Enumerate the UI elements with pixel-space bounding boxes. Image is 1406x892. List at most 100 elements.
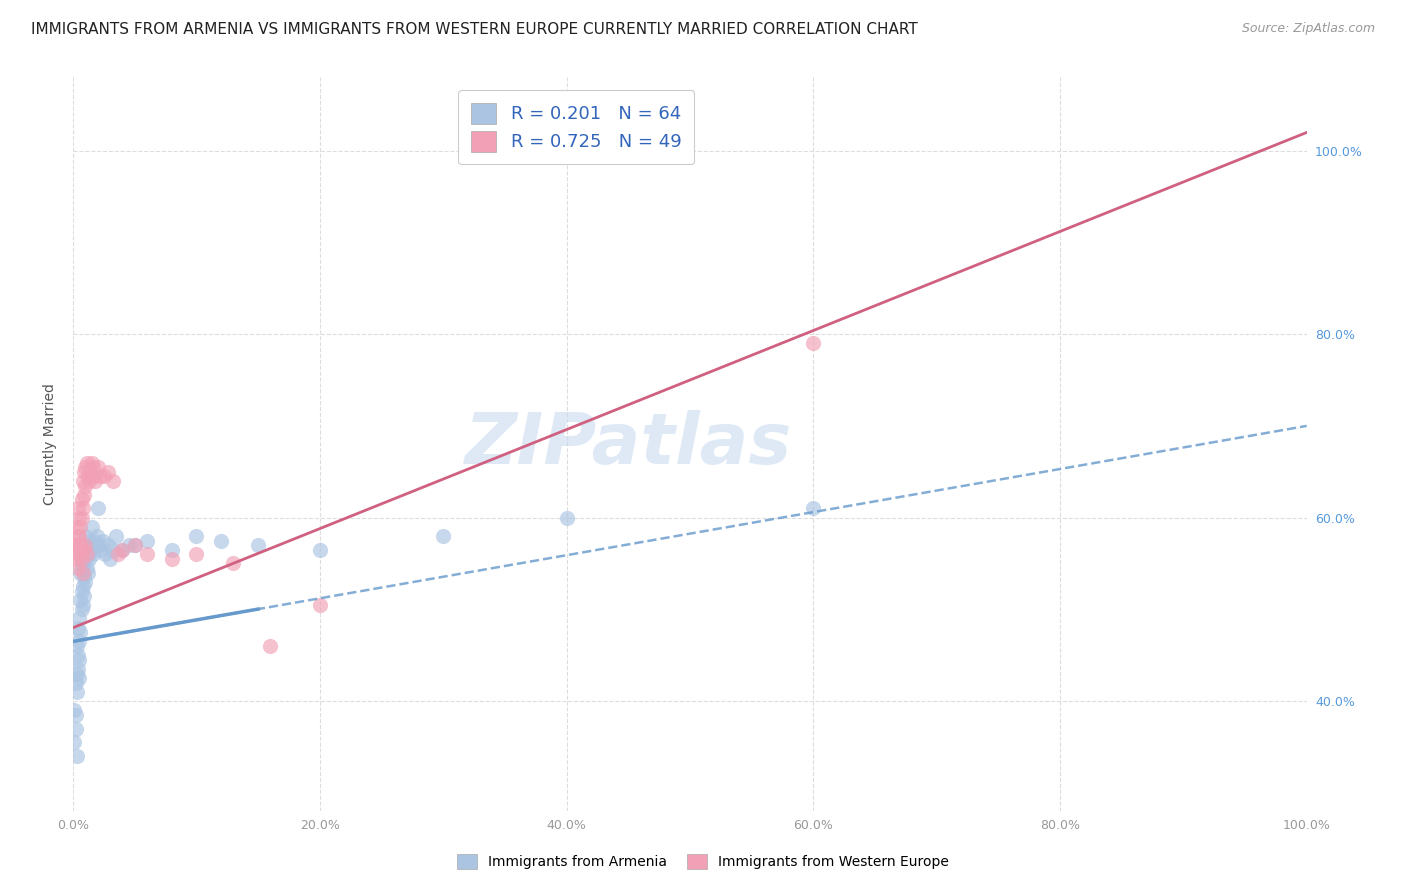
Point [117,538,139,552]
Point [247,538,270,552]
Point [77,547,100,561]
Point [80,538,103,552]
Y-axis label: Currently Married: Currently Married [44,384,58,505]
Point [136,533,159,548]
Point [101,474,124,488]
Point [72,579,94,593]
Point [98,552,121,566]
Point [79,542,101,557]
Point [186,547,208,561]
Point [76,542,98,557]
Point [77,474,100,488]
Point [72,566,94,580]
Text: ZIPatlas: ZIPatlas [464,409,792,479]
Point [86,529,108,543]
Point [93,469,115,483]
Point [209,533,232,548]
Point [97,465,120,479]
Point [111,542,134,557]
Point [259,639,281,653]
Point [308,598,330,612]
Point [87,460,110,475]
Point [67,634,90,648]
Point [67,529,90,543]
Point [65,722,87,736]
Point [186,529,208,543]
Point [66,685,89,699]
Point [101,542,124,557]
Point [67,671,90,685]
Point [801,501,824,516]
Point [80,520,103,534]
Point [69,625,91,640]
Point [66,547,89,561]
Legend: Immigrants from Armenia, Immigrants from Western Europe: Immigrants from Armenia, Immigrants from… [450,847,956,876]
Point [77,469,100,483]
Point [75,478,97,492]
Point [89,469,111,483]
Point [72,474,94,488]
Point [66,552,89,566]
Point [67,611,90,625]
Point [69,538,91,552]
Point [72,598,94,612]
Point [87,501,110,516]
Point [77,566,100,580]
Point [94,547,117,561]
Point [66,648,89,662]
Point [124,538,146,552]
Point [66,621,89,635]
Point [79,465,101,479]
Point [69,566,91,580]
Point [73,589,96,603]
Point [84,538,107,552]
Point [69,520,91,534]
Point [66,520,89,534]
Point [160,542,183,557]
Point [73,570,96,584]
Point [73,542,96,557]
Point [77,552,100,566]
Point [65,675,87,690]
Point [66,639,89,653]
Point [66,561,89,575]
Point [82,547,104,561]
Point [66,501,89,516]
Point [75,538,97,552]
Point [124,538,146,552]
Point [70,552,93,566]
Point [801,336,824,351]
Point [105,529,128,543]
Point [308,542,330,557]
Point [555,510,578,524]
Point [97,538,120,552]
Point [66,749,89,764]
Point [70,492,93,507]
Point [76,456,98,470]
Point [70,561,93,575]
Point [75,574,97,589]
Point [65,538,87,552]
Point [160,552,183,566]
Text: IMMIGRANTS FROM ARMENIA VS IMMIGRANTS FROM WESTERN EUROPE CURRENTLY MARRIED CORR: IMMIGRANTS FROM ARMENIA VS IMMIGRANTS FR… [31,22,918,37]
Point [82,460,104,475]
Point [89,542,111,557]
Point [84,474,107,488]
Text: Source: ZipAtlas.com: Source: ZipAtlas.com [1241,22,1375,36]
Point [66,662,89,676]
Legend: R = 0.201   N = 64, R = 0.725   N = 49: R = 0.201 N = 64, R = 0.725 N = 49 [458,90,695,164]
Point [80,456,103,470]
Point [70,510,93,524]
Point [70,602,93,616]
Point [63,703,86,717]
Point [73,465,96,479]
Point [83,533,105,548]
Point [76,547,98,561]
Point [91,533,114,548]
Point [77,533,100,548]
Point [76,561,98,575]
Point [72,501,94,516]
Point [136,547,159,561]
Point [432,529,454,543]
Point [67,510,90,524]
